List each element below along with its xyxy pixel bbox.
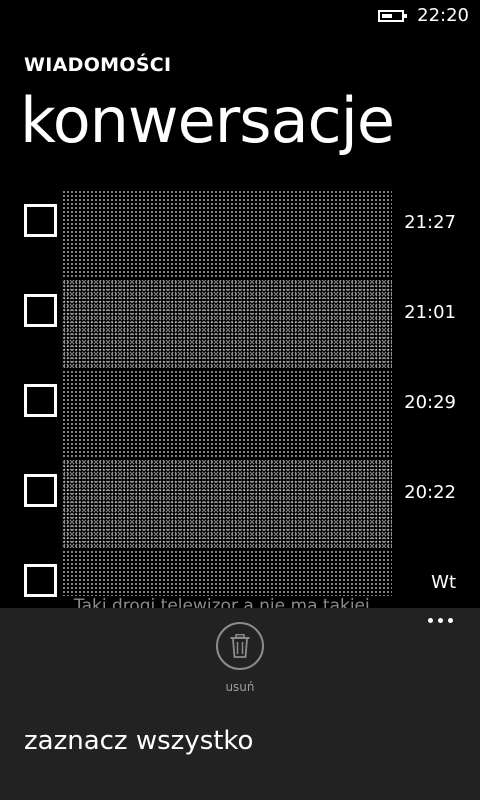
conversation-item[interactable]: Wt Taki drogi telewizor a nie ma takiej — [0, 550, 480, 610]
conversation-item[interactable]: 20:22 — [0, 460, 480, 550]
conversation-timestamp: 20:22 — [404, 482, 456, 503]
clock: 22:20 — [417, 5, 469, 26]
conversation-timestamp: Wt — [431, 572, 456, 593]
conversation-preview-redacted — [62, 370, 392, 458]
page-title: konwersacje — [20, 84, 395, 157]
conversation-preview-redacted — [62, 280, 392, 368]
conversation-checkbox[interactable] — [24, 384, 57, 417]
conversation-timestamp: 21:27 — [404, 212, 456, 233]
app-bar: usuń zaznacz wszystko — [0, 608, 480, 800]
delete-button[interactable] — [216, 622, 264, 670]
conversation-preview-redacted — [62, 550, 392, 596]
conversation-list: 21:27 21:01 20:29 20:22 Wt Taki drogi te… — [0, 190, 480, 610]
conversation-timestamp: 20:29 — [404, 392, 456, 413]
conversation-preview-text: Taki drogi telewizor a nie ma takiej — [74, 596, 370, 610]
conversation-timestamp: 21:01 — [404, 302, 456, 323]
conversation-item[interactable]: 21:27 — [0, 190, 480, 280]
app-title: WIADOMOŚCI — [24, 54, 172, 76]
conversation-checkbox[interactable] — [24, 204, 57, 237]
conversation-item[interactable]: 20:29 — [0, 370, 480, 460]
conversation-item[interactable]: 21:01 — [0, 280, 480, 370]
trash-icon — [230, 634, 250, 658]
conversation-checkbox[interactable] — [24, 564, 57, 597]
ellipsis-icon[interactable] — [428, 618, 458, 628]
battery-icon — [378, 10, 407, 22]
conversation-preview-redacted — [62, 460, 392, 548]
status-bar: 22:20 — [0, 0, 480, 32]
conversation-checkbox[interactable] — [24, 474, 57, 507]
conversation-checkbox[interactable] — [24, 294, 57, 327]
delete-label: usuń — [225, 680, 255, 694]
menu-item-select-all[interactable]: zaznacz wszystko — [24, 726, 254, 756]
conversation-preview-redacted — [62, 190, 392, 278]
